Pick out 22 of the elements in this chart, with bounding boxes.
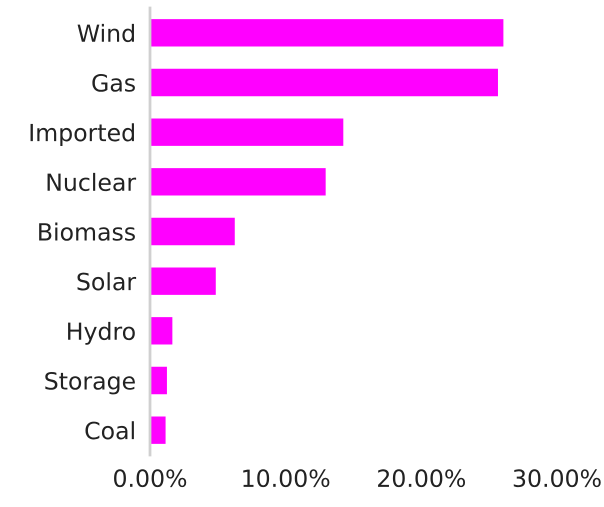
x-tick-label: 10.00% <box>243 469 330 488</box>
y-tick-label: Gas <box>92 74 135 92</box>
bar <box>150 266 218 296</box>
bar <box>150 316 174 346</box>
bar <box>150 18 505 48</box>
y-tick-label: Imported <box>30 123 134 146</box>
bar <box>150 216 236 247</box>
x-tick-label: 20.00% <box>378 469 466 488</box>
x-tick-label: 0.00% <box>114 469 186 488</box>
bar <box>150 415 167 446</box>
x-tick-label: 30.00% <box>514 469 601 488</box>
y-tick-label: Wind <box>78 24 134 42</box>
y-tick-label: Nuclear <box>48 172 136 192</box>
bar <box>150 67 500 98</box>
bar <box>150 365 168 396</box>
bar <box>150 117 345 148</box>
y-tick-label: Hydro <box>68 322 135 345</box>
y-tick-label: Coal <box>85 421 134 440</box>
y-tick-label: Biomass <box>39 222 135 241</box>
y-tick-label: Solar <box>77 272 136 290</box>
y-tick-label: Storage <box>45 372 135 394</box>
bar <box>150 166 328 197</box>
